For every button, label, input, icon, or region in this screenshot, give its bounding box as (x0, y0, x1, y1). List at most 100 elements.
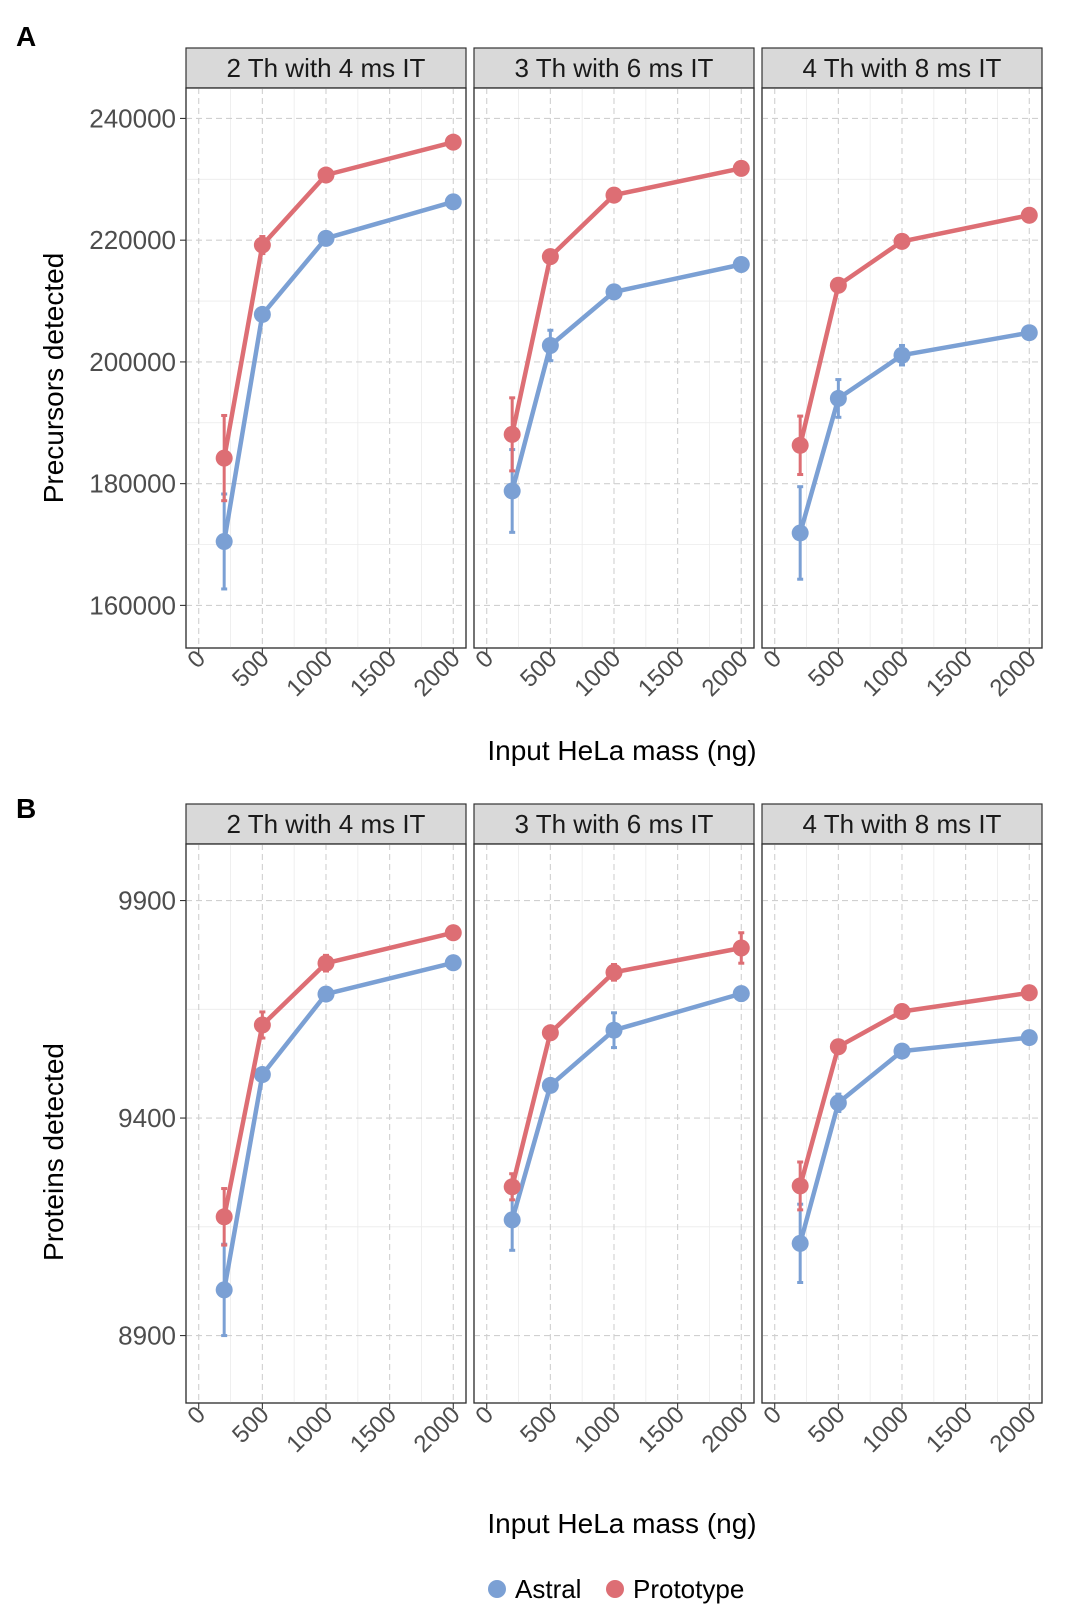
data-point-prototype (503, 425, 521, 443)
x-tick-label: 1000 (569, 645, 626, 702)
data-point-astral (444, 954, 462, 972)
facet-strip (761, 803, 1043, 845)
x-tick-label: 1000 (281, 1401, 338, 1458)
panel-a-precursors: Precursors detected Input HeLa mass (ng)… (38, 47, 1043, 766)
x-tick-label: 500 (227, 1401, 274, 1448)
series-prototype (215, 133, 462, 503)
data-point-astral (605, 283, 623, 301)
y-tick-label: 9400 (118, 1103, 176, 1133)
series-line-astral (798, 1035, 1030, 1244)
data-point-prototype (732, 939, 750, 957)
data-point-prototype (215, 449, 233, 467)
facet-2: 3 Th with 6 ms IT 0 500 1000 1500 2000 (470, 47, 755, 702)
data-point-astral (541, 336, 559, 354)
facet-title: 2 Th with 4 ms IT (227, 809, 426, 839)
data-point-astral (444, 193, 462, 211)
series-line-prototype (221, 140, 454, 459)
facet-1: 2 Th with 4 ms IT 0 500 1000 1500 2000 (182, 803, 467, 1458)
x-tick-label: 0 (470, 645, 499, 674)
series-astral (791, 324, 1038, 581)
data-point-prototype (541, 248, 559, 266)
data-point-prototype (1020, 206, 1038, 224)
y-axis-title-precursors: Precursors detected (38, 253, 69, 504)
x-tick-label: 0 (182, 1401, 211, 1430)
data-point-astral (503, 482, 521, 500)
data-point-prototype (444, 133, 462, 151)
data-point-astral (732, 256, 750, 274)
y-axis-title-proteins: Proteins detected (38, 1043, 69, 1261)
series-astral (503, 256, 750, 534)
data-point-prototype (1020, 984, 1038, 1002)
data-point-astral (215, 1281, 233, 1299)
data-point-astral (1020, 1029, 1038, 1047)
legend-label-prototype: Prototype (633, 1574, 744, 1604)
x-tick-label: 0 (758, 1401, 787, 1430)
x-tick-label: 0 (758, 645, 787, 674)
x-axis-title-b: Input HeLa mass (ng) (487, 1508, 756, 1539)
data-point-prototype (829, 276, 847, 294)
x-tick-label: 1500 (633, 1401, 690, 1458)
x-tick-label: 2000 (409, 645, 466, 702)
series-line-astral (221, 960, 454, 1291)
series-line-astral (798, 330, 1030, 534)
facet-3: 4 Th with 8 ms IT 0 500 1000 1500 2000 (758, 47, 1043, 702)
legend-label-astral: Astral (515, 1574, 581, 1604)
data-point-prototype (317, 166, 335, 184)
data-point-astral (829, 1094, 847, 1112)
facet-title: 3 Th with 6 ms IT (515, 809, 714, 839)
series-line-astral (510, 991, 742, 1221)
x-tick-label: 1500 (921, 645, 978, 702)
facet-title: 4 Th with 8 ms IT (803, 53, 1002, 83)
facet-strip (185, 47, 467, 89)
data-point-astral (1020, 324, 1038, 342)
facet-1: 2 Th with 4 ms IT 0 500 1000 1500 2000 (182, 47, 467, 702)
data-point-astral (732, 985, 750, 1003)
data-point-prototype (605, 186, 623, 204)
data-point-prototype (893, 232, 911, 250)
series-line-prototype (510, 166, 742, 435)
series-prototype (791, 206, 1038, 477)
series-line-astral (510, 262, 742, 492)
x-tick-label: 1000 (281, 645, 338, 702)
x-tick-label: 500 (803, 645, 850, 692)
data-point-astral (791, 524, 809, 542)
data-point-prototype (829, 1038, 847, 1056)
x-tick-label: 1500 (921, 1401, 978, 1458)
facet-title: 4 Th with 8 ms IT (803, 809, 1002, 839)
data-point-prototype (791, 1177, 809, 1195)
data-point-astral (893, 1042, 911, 1060)
data-point-prototype (317, 954, 335, 972)
x-tick-label: 1000 (857, 1401, 914, 1458)
data-point-prototype (893, 1002, 911, 1020)
facet-3: 4 Th with 8 ms IT 0 500 1000 1500 2000 (758, 803, 1043, 1458)
facet-2: 3 Th with 6 ms IT 0 500 1000 1500 2000 (470, 803, 755, 1458)
series-prototype (215, 924, 462, 1247)
data-point-astral (253, 1066, 271, 1084)
x-tick-label: 2000 (697, 1401, 754, 1458)
x-tick-label: 500 (515, 645, 562, 692)
panel-label-b: B (16, 793, 36, 824)
series-line-prototype (798, 212, 1030, 446)
y-tick-label: 220000 (89, 225, 176, 255)
x-tick-label: 1500 (345, 1401, 402, 1458)
legend: Astral Prototype (488, 1574, 744, 1604)
data-point-astral (317, 985, 335, 1003)
data-point-prototype (253, 1016, 271, 1034)
y-tick-label: 180000 (89, 469, 176, 499)
x-tick-label: 1500 (345, 645, 402, 702)
y-tick-label: 240000 (89, 103, 176, 133)
x-tick-label: 2000 (985, 1401, 1042, 1458)
x-tick-label: 0 (182, 645, 211, 674)
series-astral (503, 985, 750, 1252)
y-tick-label: 8900 (118, 1321, 176, 1351)
data-point-prototype (791, 436, 809, 454)
x-tick-label: 1500 (633, 645, 690, 702)
facet-strip (473, 803, 755, 845)
data-point-astral (253, 305, 271, 323)
data-point-astral (317, 229, 335, 247)
series-astral (215, 954, 462, 1338)
data-point-astral (215, 532, 233, 550)
y-tick-label: 160000 (89, 590, 176, 620)
series-astral (791, 1029, 1038, 1284)
